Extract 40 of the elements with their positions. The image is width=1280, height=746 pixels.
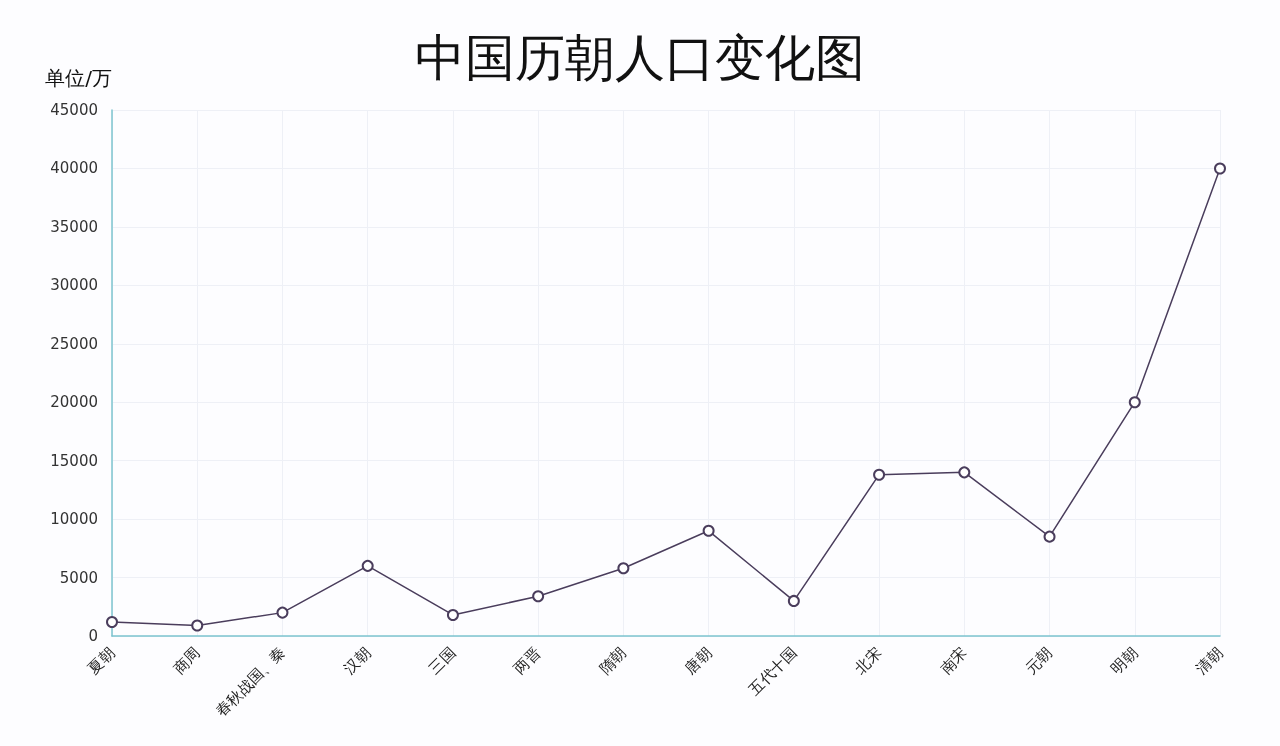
y-tick-label: 35000	[50, 217, 98, 236]
point	[1214, 162, 1226, 175]
x-tick-label: 汉朝	[340, 643, 375, 678]
y-tick-label: 45000	[50, 101, 98, 119]
x-tick-label: 唐朝	[681, 643, 715, 678]
y-tick-label: 5000	[59, 568, 98, 587]
point	[532, 590, 545, 603]
y-axis-title: 单位/万	[45, 66, 112, 90]
x-tick-label: 北宋	[851, 643, 886, 678]
x-tick-label: 明朝	[1107, 643, 1142, 678]
point	[191, 619, 204, 632]
y-tick-label: 20000	[50, 393, 98, 412]
y-tick-label: 10000	[50, 510, 98, 529]
point	[106, 615, 118, 628]
point	[1128, 396, 1141, 409]
x-tick-label: 清朝	[1192, 643, 1227, 678]
point	[361, 559, 374, 572]
x-tick-label: 两晋	[510, 643, 545, 678]
y-tick-label: 15000	[50, 451, 98, 470]
point	[1043, 530, 1056, 543]
x-tick-label: 春秋战国、秦	[212, 643, 289, 720]
point	[787, 594, 800, 607]
y-tick-label: 25000	[50, 334, 98, 353]
y-tick-label: 30000	[50, 276, 98, 295]
x-tick-label: 五代十国	[745, 643, 801, 699]
point	[446, 608, 459, 621]
point	[276, 606, 289, 619]
point	[873, 468, 886, 481]
x-tick-label: 夏朝	[84, 643, 119, 678]
x-tick-label: 隋朝	[595, 643, 630, 678]
point	[617, 562, 630, 575]
x-tick-label: 南宋	[936, 643, 971, 678]
y-tick-label: 0	[88, 627, 98, 645]
x-tick-label: 元朝	[1021, 643, 1056, 678]
point	[702, 524, 715, 537]
y-tick-label: 40000	[50, 159, 98, 178]
point	[958, 466, 971, 479]
x-tick-label: 三国	[425, 643, 460, 678]
chart-title: 中国历朝人口变化图	[415, 29, 865, 87]
x-tick-label: 商周	[169, 643, 204, 678]
